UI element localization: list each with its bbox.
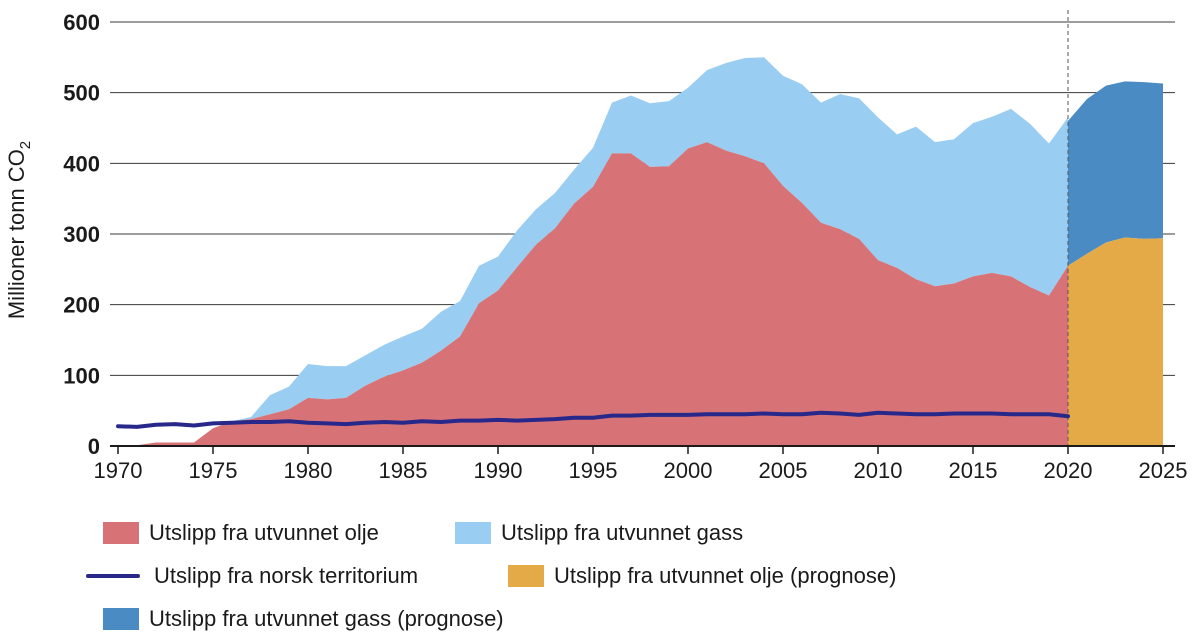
x-tick-label-1990: 1990 [474, 458, 523, 483]
area-oil [118, 142, 1068, 446]
y-tick-label-600: 600 [63, 10, 100, 35]
x-tick-label-2015: 2015 [949, 458, 998, 483]
x-tick-label-2000: 2000 [664, 458, 713, 483]
x-tick-label-1970: 1970 [94, 458, 143, 483]
y-tick-label-200: 200 [63, 293, 100, 318]
axis-layer: 0 100 200 300 400 500 600 1970 1975 1980 1985 1990 1… [63, 10, 1187, 483]
x-tick-label-2025: 2025 [1139, 458, 1188, 483]
x-tick-label-1995: 1995 [569, 458, 618, 483]
y-tick-label-400: 400 [63, 151, 100, 176]
line-territorium [116, 410, 1070, 429]
y-axis-label: Millioner tonn CO2 [4, 141, 34, 319]
x-tick-label-1985: 1985 [379, 458, 428, 483]
x-tick-label-2020: 2020 [1044, 458, 1093, 483]
y-tick-label-0: 0 [88, 434, 100, 459]
y-tick-label-500: 500 [63, 81, 100, 106]
area-oil-forecast [1068, 237, 1163, 446]
line-layer [116, 10, 1070, 446]
x-tick-label-2005: 2005 [759, 458, 808, 483]
y-tick-label-300: 300 [63, 222, 100, 247]
area-layer [118, 57, 1163, 447]
area-gas [118, 57, 1068, 447]
x-tick-label-1980: 1980 [284, 458, 333, 483]
x-tick-label-1975: 1975 [189, 458, 238, 483]
y-tick-label-100: 100 [63, 363, 100, 388]
area-gas-forecast [1068, 81, 1163, 266]
x-tick-label-2010: 2010 [854, 458, 903, 483]
